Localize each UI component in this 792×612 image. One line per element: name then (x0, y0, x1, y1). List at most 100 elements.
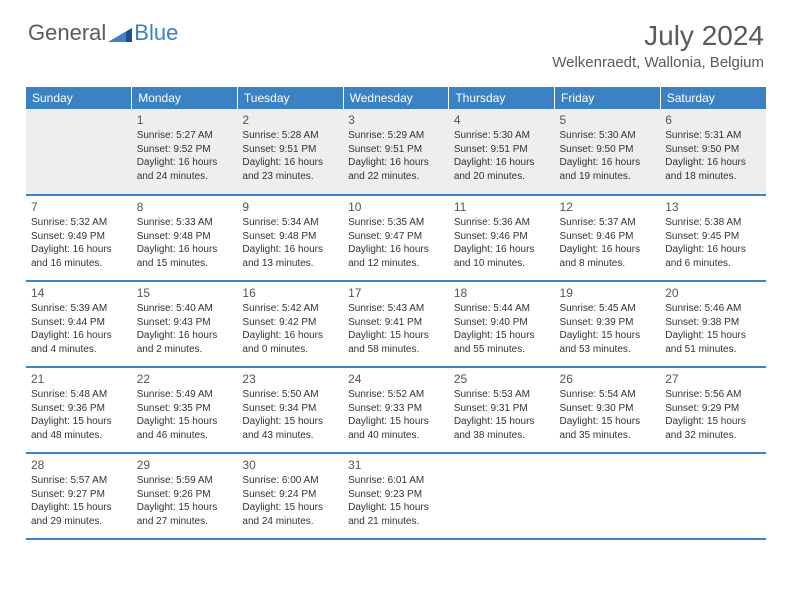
header-row: Sunday Monday Tuesday Wednesday Thursday… (26, 87, 766, 109)
week-row: 28Sunrise: 5:57 AMSunset: 9:27 PMDayligh… (26, 453, 766, 539)
sunrise-text: Sunrise: 5:57 AM (31, 474, 127, 488)
day-cell: 3Sunrise: 5:29 AMSunset: 9:51 PMDaylight… (343, 109, 449, 195)
day-cell: 24Sunrise: 5:52 AMSunset: 9:33 PMDayligh… (343, 367, 449, 453)
daylight-text: Daylight: 16 hours and 18 minutes. (665, 156, 761, 183)
daylight-text: Daylight: 15 hours and 58 minutes. (348, 329, 444, 356)
sunset-text: Sunset: 9:24 PM (242, 488, 338, 502)
location: Welkenraedt, Wallonia, Belgium (552, 54, 764, 71)
daylight-text: Daylight: 16 hours and 8 minutes. (560, 243, 656, 270)
sunset-text: Sunset: 9:50 PM (560, 143, 656, 157)
day-cell: 1Sunrise: 5:27 AMSunset: 9:52 PMDaylight… (132, 109, 238, 195)
sunset-text: Sunset: 9:49 PM (31, 230, 127, 244)
day-cell: 4Sunrise: 5:30 AMSunset: 9:51 PMDaylight… (449, 109, 555, 195)
day-number: 11 (454, 199, 550, 215)
daylight-text: Daylight: 15 hours and 24 minutes. (242, 501, 338, 528)
day-cell (660, 453, 766, 539)
daylight-text: Daylight: 16 hours and 2 minutes. (137, 329, 233, 356)
sunrise-text: Sunrise: 5:44 AM (454, 302, 550, 316)
daylight-text: Daylight: 16 hours and 19 minutes. (560, 156, 656, 183)
day-cell: 6Sunrise: 5:31 AMSunset: 9:50 PMDaylight… (660, 109, 766, 195)
day-number: 1 (137, 112, 233, 128)
sunset-text: Sunset: 9:39 PM (560, 316, 656, 330)
day-cell: 29Sunrise: 5:59 AMSunset: 9:26 PMDayligh… (132, 453, 238, 539)
sunset-text: Sunset: 9:27 PM (31, 488, 127, 502)
sunset-text: Sunset: 9:34 PM (242, 402, 338, 416)
day-cell (449, 453, 555, 539)
col-tuesday: Tuesday (237, 87, 343, 109)
day-cell: 2Sunrise: 5:28 AMSunset: 9:51 PMDaylight… (237, 109, 343, 195)
sunrise-text: Sunrise: 5:50 AM (242, 388, 338, 402)
sunset-text: Sunset: 9:46 PM (454, 230, 550, 244)
day-number: 3 (348, 112, 444, 128)
sunrise-text: Sunrise: 5:52 AM (348, 388, 444, 402)
day-number: 17 (348, 285, 444, 301)
day-cell: 8Sunrise: 5:33 AMSunset: 9:48 PMDaylight… (132, 195, 238, 281)
day-cell: 13Sunrise: 5:38 AMSunset: 9:45 PMDayligh… (660, 195, 766, 281)
sunrise-text: Sunrise: 5:36 AM (454, 216, 550, 230)
col-friday: Friday (555, 87, 661, 109)
day-number: 9 (242, 199, 338, 215)
week-row: 7Sunrise: 5:32 AMSunset: 9:49 PMDaylight… (26, 195, 766, 281)
daylight-text: Daylight: 16 hours and 16 minutes. (31, 243, 127, 270)
week-row: 14Sunrise: 5:39 AMSunset: 9:44 PMDayligh… (26, 281, 766, 367)
sunset-text: Sunset: 9:29 PM (665, 402, 761, 416)
sunrise-text: Sunrise: 5:32 AM (31, 216, 127, 230)
daylight-text: Daylight: 15 hours and 27 minutes. (137, 501, 233, 528)
day-number: 5 (560, 112, 656, 128)
day-number: 7 (31, 199, 127, 215)
daylight-text: Daylight: 15 hours and 35 minutes. (560, 415, 656, 442)
daylight-text: Daylight: 16 hours and 23 minutes. (242, 156, 338, 183)
logo-text-blue: Blue (134, 20, 178, 46)
sunset-text: Sunset: 9:45 PM (665, 230, 761, 244)
day-number: 31 (348, 457, 444, 473)
sunset-text: Sunset: 9:50 PM (665, 143, 761, 157)
sunset-text: Sunset: 9:35 PM (137, 402, 233, 416)
daylight-text: Daylight: 16 hours and 12 minutes. (348, 243, 444, 270)
sunrise-text: Sunrise: 5:54 AM (560, 388, 656, 402)
sunset-text: Sunset: 9:42 PM (242, 316, 338, 330)
daylight-text: Daylight: 16 hours and 22 minutes. (348, 156, 444, 183)
day-number: 13 (665, 199, 761, 215)
day-number: 29 (137, 457, 233, 473)
sunrise-text: Sunrise: 5:40 AM (137, 302, 233, 316)
day-number: 6 (665, 112, 761, 128)
sunrise-text: Sunrise: 5:43 AM (348, 302, 444, 316)
day-cell: 16Sunrise: 5:42 AMSunset: 9:42 PMDayligh… (237, 281, 343, 367)
day-number: 14 (31, 285, 127, 301)
sunset-text: Sunset: 9:48 PM (242, 230, 338, 244)
daylight-text: Daylight: 16 hours and 24 minutes. (137, 156, 233, 183)
day-number: 15 (137, 285, 233, 301)
logo: General Blue (28, 20, 178, 46)
daylight-text: Daylight: 16 hours and 4 minutes. (31, 329, 127, 356)
sunrise-text: Sunrise: 5:30 AM (560, 129, 656, 143)
day-cell: 17Sunrise: 5:43 AMSunset: 9:41 PMDayligh… (343, 281, 449, 367)
sunset-text: Sunset: 9:43 PM (137, 316, 233, 330)
daylight-text: Daylight: 15 hours and 38 minutes. (454, 415, 550, 442)
sunrise-text: Sunrise: 5:35 AM (348, 216, 444, 230)
daylight-text: Daylight: 16 hours and 20 minutes. (454, 156, 550, 183)
day-number: 21 (31, 371, 127, 387)
sunrise-text: Sunrise: 5:33 AM (137, 216, 233, 230)
day-cell: 21Sunrise: 5:48 AMSunset: 9:36 PMDayligh… (26, 367, 132, 453)
day-cell: 20Sunrise: 5:46 AMSunset: 9:38 PMDayligh… (660, 281, 766, 367)
daylight-text: Daylight: 15 hours and 51 minutes. (665, 329, 761, 356)
col-wednesday: Wednesday (343, 87, 449, 109)
daylight-text: Daylight: 16 hours and 13 minutes. (242, 243, 338, 270)
sunset-text: Sunset: 9:26 PM (137, 488, 233, 502)
col-monday: Monday (132, 87, 238, 109)
sunrise-text: Sunrise: 5:53 AM (454, 388, 550, 402)
day-cell: 5Sunrise: 5:30 AMSunset: 9:50 PMDaylight… (555, 109, 661, 195)
day-cell (555, 453, 661, 539)
day-cell: 7Sunrise: 5:32 AMSunset: 9:49 PMDaylight… (26, 195, 132, 281)
title-block: July 2024 Welkenraedt, Wallonia, Belgium (552, 20, 764, 71)
sunset-text: Sunset: 9:40 PM (454, 316, 550, 330)
day-number: 20 (665, 285, 761, 301)
day-cell: 14Sunrise: 5:39 AMSunset: 9:44 PMDayligh… (26, 281, 132, 367)
calendar-table: Sunday Monday Tuesday Wednesday Thursday… (26, 87, 766, 540)
day-cell: 9Sunrise: 5:34 AMSunset: 9:48 PMDaylight… (237, 195, 343, 281)
sunset-text: Sunset: 9:38 PM (665, 316, 761, 330)
daylight-text: Daylight: 16 hours and 0 minutes. (242, 329, 338, 356)
sunset-text: Sunset: 9:41 PM (348, 316, 444, 330)
sunset-text: Sunset: 9:47 PM (348, 230, 444, 244)
sunrise-text: Sunrise: 5:30 AM (454, 129, 550, 143)
